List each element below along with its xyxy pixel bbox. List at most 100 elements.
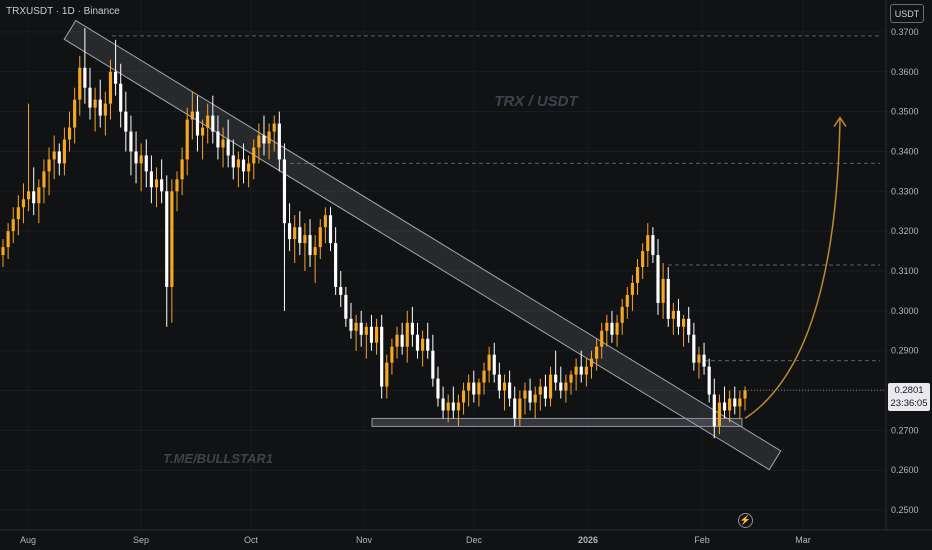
watermarks: TRX / USDT T.ME/BULLSTAR1 (163, 93, 580, 466)
candle-body (513, 398, 517, 419)
price-axis[interactable]: 0.25000.26000.27000.28000.29000.30000.31… (891, 27, 919, 515)
level-lines (112, 35, 880, 362)
bar-countdown: 23:36:05 (890, 398, 928, 410)
candle-body (676, 310, 681, 327)
candle-body (334, 243, 338, 287)
candle-body (318, 227, 322, 248)
candle-body (78, 67, 82, 100)
candle-body (328, 215, 333, 244)
candle-body (190, 111, 194, 120)
candle-body (523, 390, 527, 399)
candle-body (139, 155, 143, 164)
candle-body (369, 326, 374, 343)
candle-body (200, 127, 205, 136)
candle-body (16, 207, 20, 220)
candle-body (73, 99, 77, 128)
candle-body (451, 402, 455, 411)
last-price-value: 0.2801 (894, 385, 924, 397)
candle-body (625, 294, 629, 307)
candle-body (635, 267, 640, 283)
lightning-bolt-icon[interactable]: ⚡ (738, 513, 753, 528)
candle-body (482, 370, 486, 383)
currency-badge[interactable]: USDT (890, 4, 924, 23)
time-tick-label: Sep (133, 535, 149, 545)
candle-body (287, 223, 292, 240)
candle-body (349, 318, 353, 331)
candle-body (124, 111, 128, 132)
candle-body (538, 386, 542, 395)
candle-body (431, 350, 435, 379)
candle-body (692, 334, 696, 363)
candle-body (216, 131, 220, 148)
pair-watermark: TRX / USDT (494, 93, 579, 110)
candle-body (282, 159, 287, 224)
candle-body (697, 354, 701, 363)
time-tick-label: Oct (244, 535, 259, 545)
candle-body (528, 390, 532, 403)
price-tick-label: 0.3200 (891, 226, 919, 236)
time-axis[interactable]: Aug Sep Oct Nov Dec 2026 Feb Mar (20, 535, 811, 545)
candle-body (415, 334, 420, 351)
candle-body (687, 318, 691, 335)
candle-body (303, 235, 307, 244)
symbol-title[interactable]: TRXUSDT · 1D · Binance (6, 6, 120, 17)
candle-body (272, 123, 276, 132)
candle-body (620, 306, 624, 323)
candle-body (103, 103, 107, 116)
price-tick-label: 0.3700 (891, 27, 919, 37)
candle-body (339, 286, 343, 295)
candle-body (579, 366, 583, 375)
candle-body (600, 330, 604, 347)
candle-body (472, 382, 476, 395)
candle-body (589, 358, 594, 367)
support-zone[interactable] (371, 417, 743, 427)
candle-body (712, 394, 716, 427)
candle-body (559, 382, 563, 391)
candle-body (722, 402, 727, 411)
candle-body (32, 191, 36, 204)
candle-body (1, 247, 5, 256)
candle-body (682, 318, 686, 327)
time-tick-label: Mar (795, 535, 811, 545)
candle-body (564, 382, 568, 391)
price-tick-label: 0.3600 (891, 67, 919, 77)
candle-body (615, 322, 619, 335)
candle-body (610, 322, 614, 335)
candle-body (646, 235, 650, 252)
candle-body (160, 179, 164, 192)
candle-body (180, 159, 184, 180)
candle-body (252, 147, 256, 164)
candle-body (154, 179, 159, 188)
candle-body (247, 163, 251, 172)
candle-body (456, 402, 461, 411)
candle-body (98, 99, 102, 116)
price-tick-label: 0.3000 (891, 306, 919, 316)
candle-body (605, 322, 609, 331)
candle-body (323, 215, 327, 228)
price-tick-label: 0.3300 (891, 186, 919, 196)
candle-body (497, 374, 501, 391)
candle-body (206, 115, 210, 128)
candle-body (421, 338, 425, 351)
candle-body (113, 71, 118, 84)
candle-body (57, 151, 61, 164)
candle-body (630, 282, 635, 295)
candle-body (359, 322, 363, 335)
candle-body (88, 87, 92, 108)
candle-body (37, 187, 41, 204)
candle-body (400, 334, 404, 347)
candle-body (656, 255, 660, 303)
candle-body (508, 382, 512, 399)
projection-arrow[interactable] (744, 116, 847, 420)
candle-body (93, 99, 97, 108)
candle-body (641, 251, 645, 268)
candle-body (554, 374, 558, 383)
candle-body (733, 398, 737, 407)
candle-body (6, 231, 10, 248)
candle-body (584, 366, 588, 375)
candle-body (21, 199, 26, 208)
candle-body (42, 171, 46, 188)
support-zone-rect (371, 417, 743, 427)
candle-body (446, 402, 450, 411)
